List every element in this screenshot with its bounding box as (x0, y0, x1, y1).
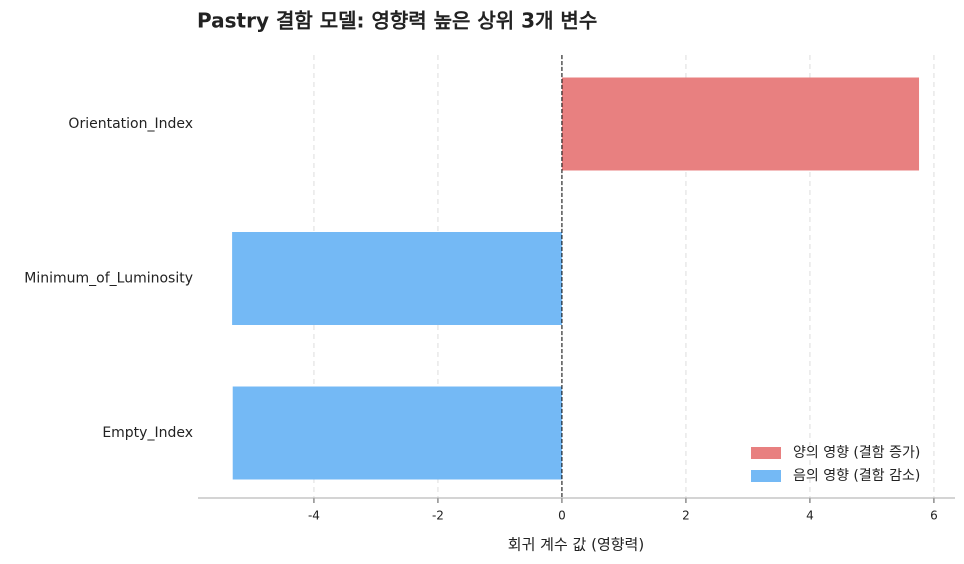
y-tick-label: Orientation_Index (68, 116, 193, 132)
y-tick-label: Minimum_of_Luminosity (24, 271, 193, 287)
x-tick-label: 6 (930, 509, 938, 523)
chart-title: Pastry 결함 모델: 영향력 높은 상위 3개 변수 (197, 9, 597, 33)
legend-label: 음의 영향 (결함 감소) (793, 468, 920, 484)
legend-label: 양의 영향 (결함 증가) (793, 445, 920, 461)
x-tick-label: 4 (806, 509, 814, 523)
bar (232, 386, 562, 480)
x-axis-label: 회귀 계수 값 (영향력) (508, 536, 644, 554)
bar (561, 77, 920, 171)
x-tick-label: -2 (432, 509, 444, 523)
y-tick-label: Empty_Index (102, 425, 193, 441)
legend-swatch (751, 470, 781, 482)
legend-swatch (751, 447, 781, 459)
x-tick-label: -4 (308, 509, 320, 523)
x-tick-label: 2 (682, 509, 690, 523)
bar (232, 232, 562, 325)
x-tick-label: 0 (558, 509, 566, 523)
